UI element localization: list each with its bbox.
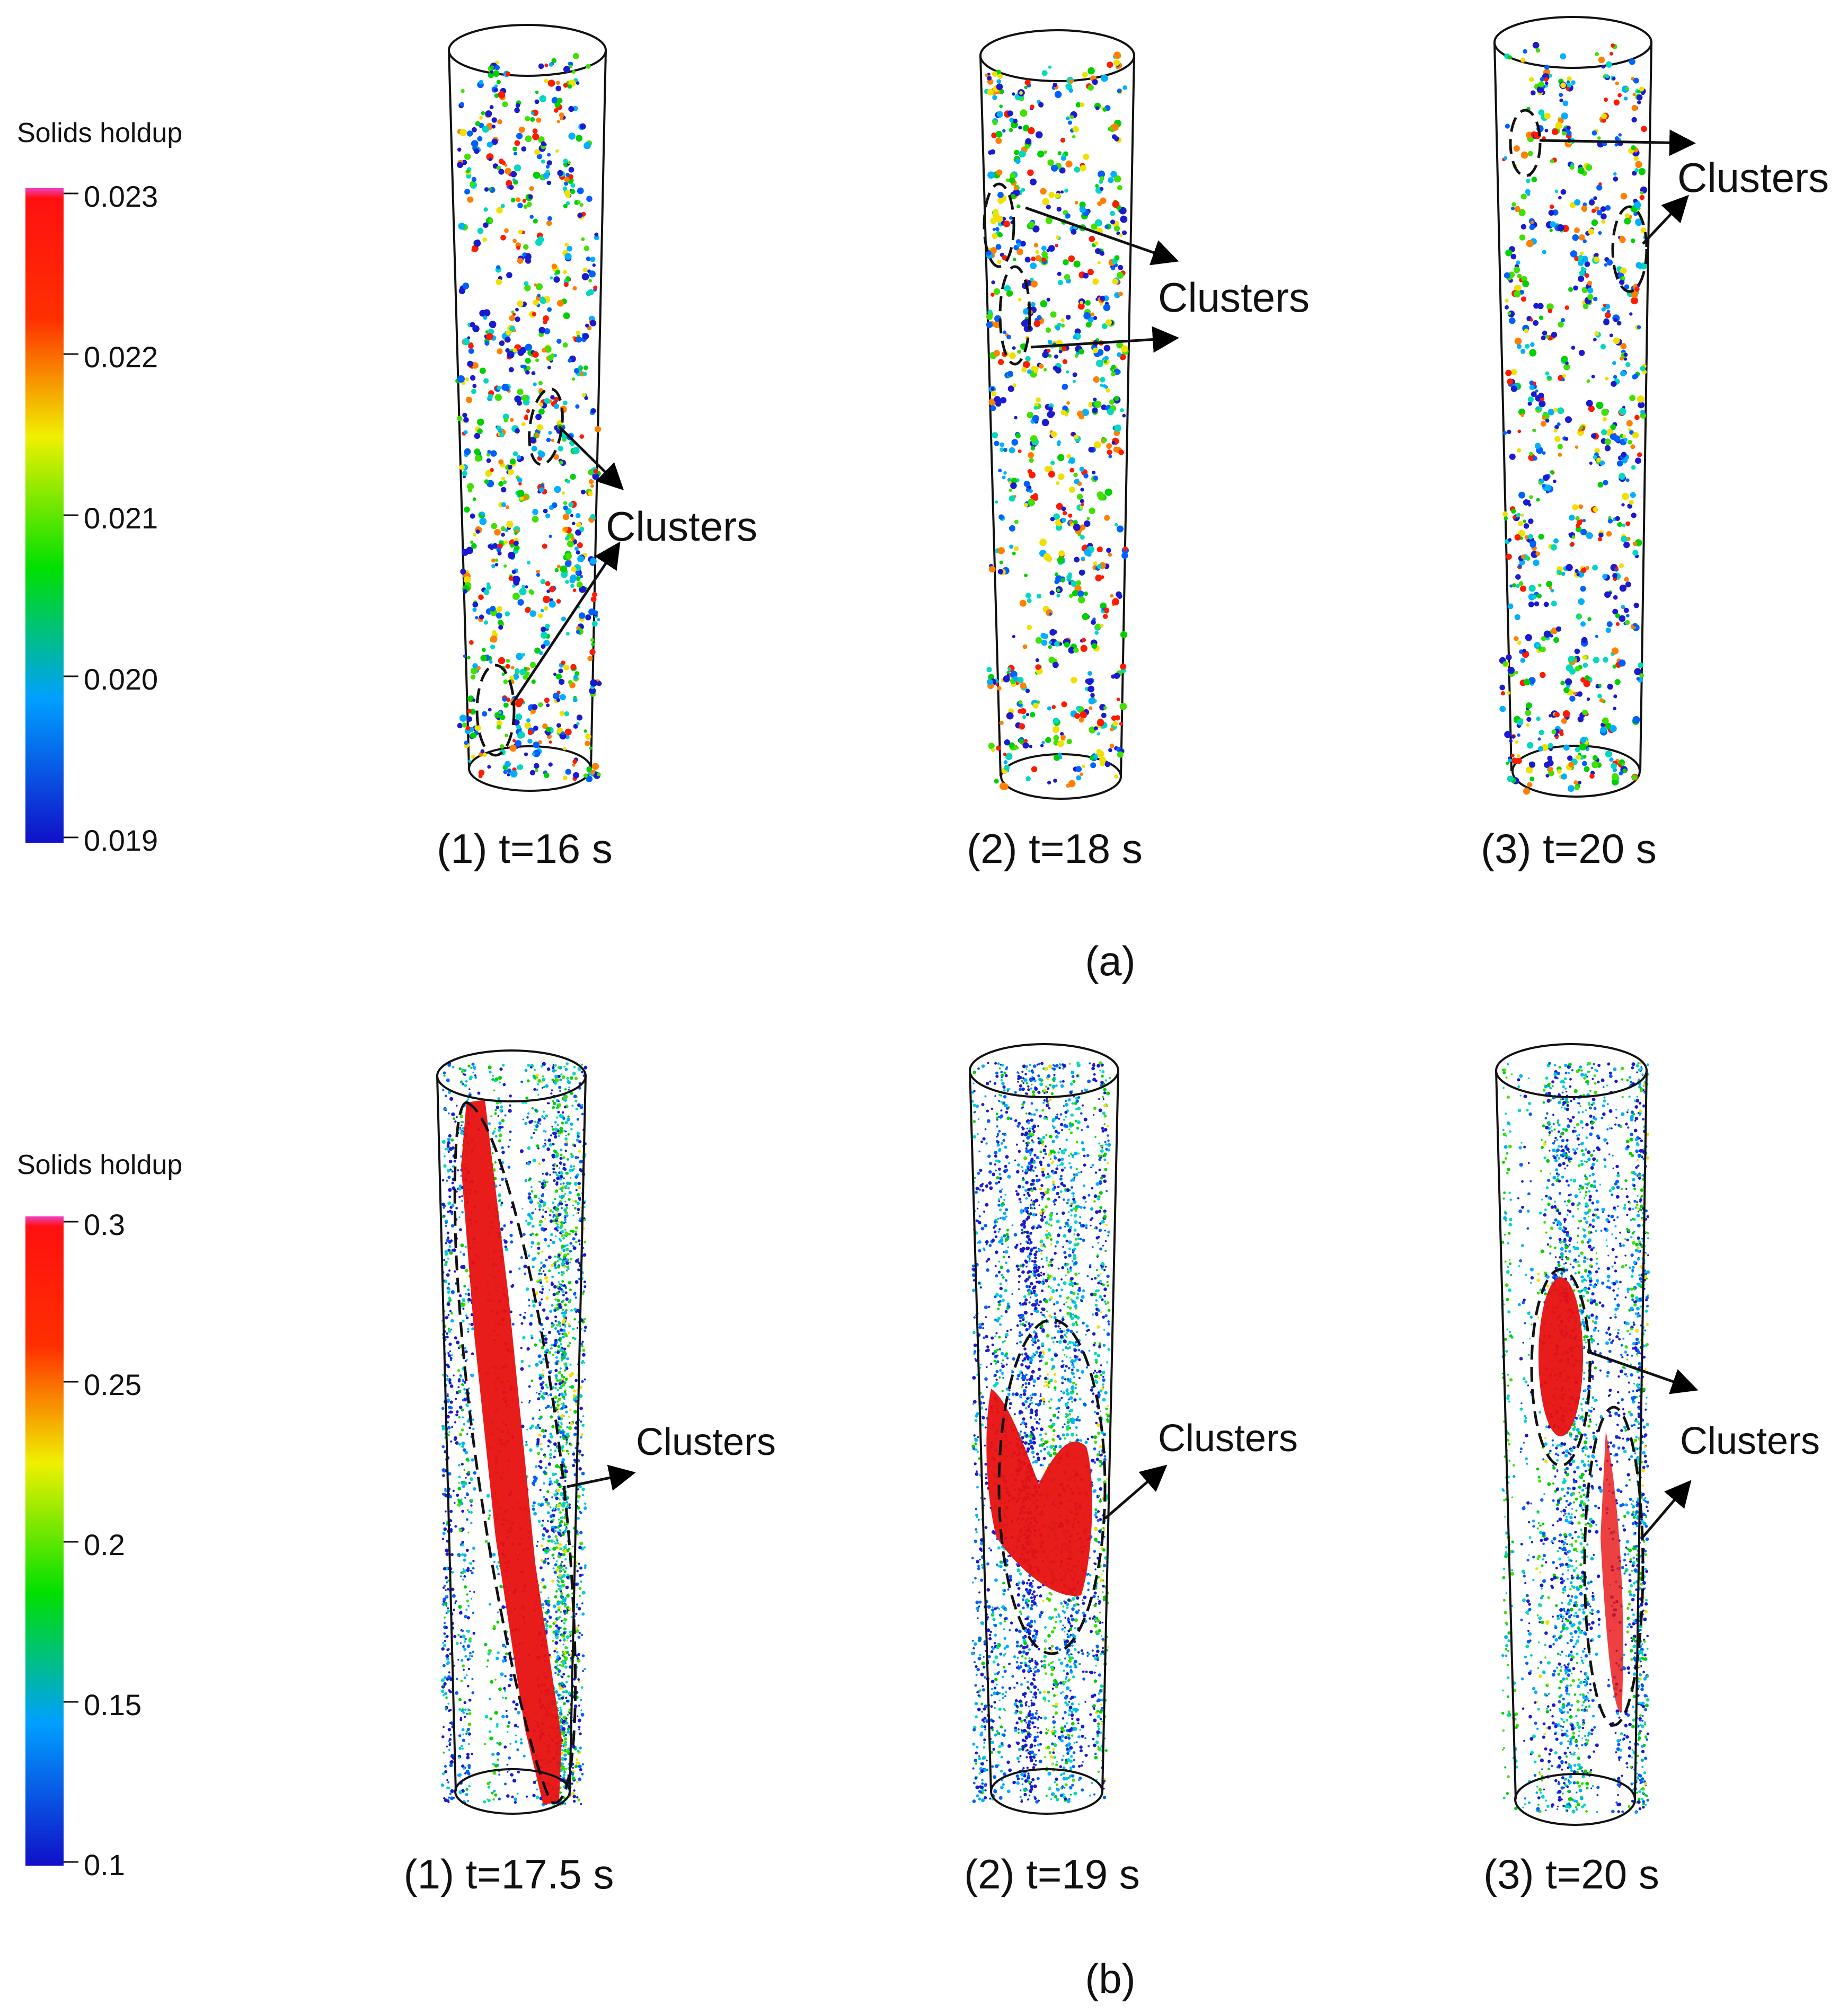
riser-b3-right-wall [1634, 1070, 1648, 1800]
riser-a1-right-wall [590, 50, 607, 769]
riser-a2-cluster-ring [983, 182, 1015, 268]
riser-a1-bottom [468, 745, 592, 792]
riser-b2-bottom [990, 1768, 1103, 1815]
riser-a3-particles [1499, 42, 1648, 795]
riser-b3-cluster-ring [1530, 1268, 1591, 1467]
riser-a2-annotation: Clusters [1158, 274, 1310, 321]
riser-b3-cluster-ring [1583, 1406, 1644, 1727]
colorbar-b-tick-label: 0.15 [84, 1688, 142, 1721]
colorbar-b-tick-label: 0.3 [84, 1208, 125, 1241]
colorbar-a-ticks [64, 192, 78, 838]
riser-a2-particles [984, 51, 1129, 790]
riser-a3-arrow [1539, 129, 1696, 156]
riser-b2: Clusters (2) t=19 s [964, 1043, 1298, 1897]
riser-a1-top [448, 24, 607, 77]
riser-a2-right-wall [1120, 55, 1135, 777]
riser-b1-cluster-ring [453, 1101, 577, 1805]
colorbar-a-tick-label: 0.023 [84, 180, 158, 213]
colorbar-b-tick-label: 0.2 [84, 1528, 125, 1561]
riser-b1-left-wall [436, 1075, 457, 1792]
riser-b3-arrow [1587, 1350, 1699, 1394]
colorbar-b-title: Solids holdup [17, 1150, 182, 1180]
riser-b1-caption: (1) t=17.5 s [404, 1851, 614, 1897]
colorbar-a-tick-label: 0.021 [84, 501, 158, 535]
colorbar-a-gradient [25, 188, 64, 843]
riser-a1-annotation: Clusters [606, 503, 757, 550]
riser-a3-arrow [1642, 195, 1689, 245]
riser-b3-left-wall [1495, 1070, 1517, 1800]
riser-b3-particles [1501, 1061, 1650, 1814]
riser-a1-cluster-ring [475, 664, 516, 757]
colorbar-b-tick-label: 0.1 [84, 1848, 125, 1882]
colorbar-b-ticks [64, 1221, 78, 1863]
riser-b3-arrow [1642, 1480, 1692, 1538]
riser-b2-caption: (2) t=19 s [964, 1851, 1140, 1897]
colorbar-a: Solids holdup 0.023 0.022 0.021 0.020 0.… [17, 118, 182, 857]
riser-a2: Clusters (2) t=18 s [967, 29, 1310, 872]
riser-b3-dense-core [1538, 1277, 1583, 1436]
riser-a3: Clusters (3) t=20 s [1481, 16, 1829, 872]
riser-b2-cluster-ring [997, 1318, 1107, 1655]
riser-b2-left-wall [969, 1070, 992, 1792]
riser-a2-cluster-ring [998, 265, 1031, 366]
riser-b3: Clusters (3) t=20 s [1483, 1043, 1820, 1897]
riser-a1-caption: (1) t=16 s [437, 825, 613, 872]
riser-b1-dense-band [461, 1100, 562, 1805]
riser-a3-caption: (3) t=20 s [1481, 825, 1657, 872]
panel-b-label: (b) [1085, 1955, 1135, 2002]
riser-a1-arrow [558, 426, 624, 491]
riser-a3-bottom [1511, 745, 1641, 798]
riser-a2-arrow [1030, 326, 1179, 353]
riser-a1-left-wall [448, 50, 470, 769]
riser-b3-annotation: Clusters [1680, 1420, 1820, 1462]
riser-b1: Clusters (1) t=17.5 s [404, 1049, 776, 1897]
riser-a1: Clusters (1) t=16 s [437, 24, 757, 872]
colorbar-a-tick-label: 0.019 [84, 824, 158, 857]
riser-b1-bottom [454, 1768, 571, 1815]
riser-a2-caption: (2) t=18 s [967, 825, 1143, 872]
riser-a1-particles [455, 52, 602, 782]
colorbar-b-gradient [25, 1216, 64, 1866]
riser-a1-arrow [510, 541, 621, 706]
riser-b3-caption: (3) t=20 s [1483, 1851, 1659, 1897]
riser-b1-annotation: Clusters [636, 1421, 776, 1463]
colorbar-a-tick-label: 0.020 [84, 663, 158, 696]
riser-a3-top [1493, 16, 1652, 69]
riser-a2-top [979, 29, 1135, 82]
riser-a2-left-wall [979, 55, 1002, 777]
colorbar-a-tick-label: 0.022 [84, 340, 158, 374]
colorbar-a-title: Solids holdup [17, 118, 182, 148]
riser-a3-cluster-ring [1509, 109, 1542, 178]
riser-a2-arrow [1025, 206, 1179, 266]
riser-a3-right-wall [1639, 42, 1652, 772]
riser-a3-cluster-ring [1611, 205, 1648, 293]
riser-b2-arrow [1104, 1464, 1168, 1520]
riser-b1-arrow [567, 1464, 636, 1491]
panel-a-label: (a) [1085, 938, 1135, 984]
riser-a3-left-wall [1493, 42, 1513, 772]
riser-b2-dense-core [986, 1389, 1092, 1596]
riser-b3-dense-streak [1601, 1431, 1623, 1712]
riser-a3-annotation: Clusters [1677, 154, 1829, 201]
riser-b2-annotation: Clusters [1158, 1417, 1298, 1460]
riser-b1-right-wall [569, 1075, 587, 1792]
colorbar-b-tick-label: 0.25 [84, 1368, 142, 1401]
colorbar-b: Solids holdup 0.3 0.25 0.2 0.15 0.1 [17, 1150, 182, 1882]
panel-a: Solids holdup 0.023 0.022 0.021 0.020 0.… [17, 16, 1829, 984]
riser-b2-right-wall [1101, 1070, 1119, 1792]
panel-b: Solids holdup 0.3 0.25 0.2 0.15 0.1 [17, 1043, 1820, 2002]
riser-b3-bottom [1514, 1773, 1636, 1826]
